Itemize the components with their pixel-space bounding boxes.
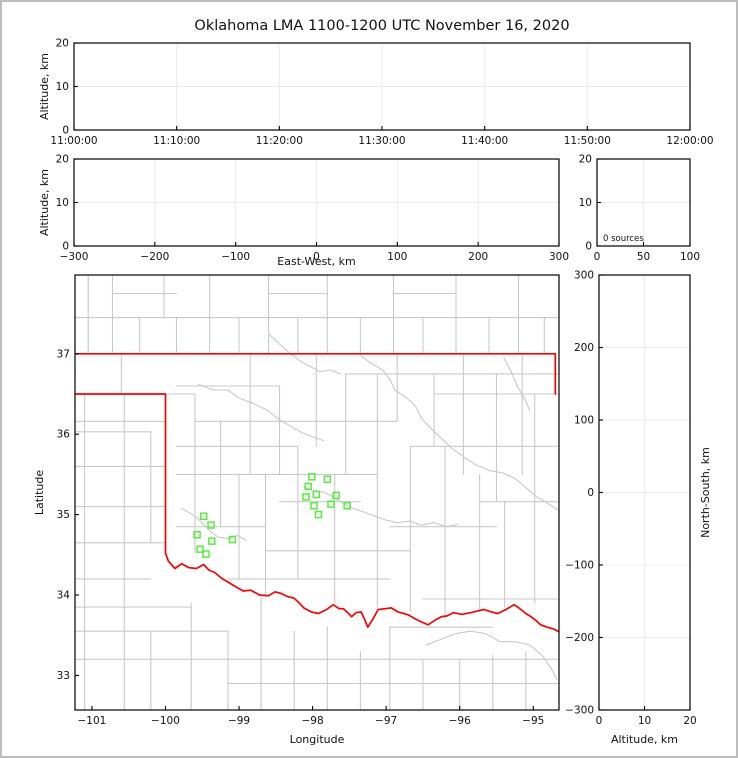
tick-labels-layer: 11:00:00 11:10:00 11:20:00 11:30:00 11:40:00… (50, 38, 713, 728)
river-line (426, 630, 558, 680)
time-height-xtick: 11:40:00 (461, 135, 508, 147)
ns-height-ytick: −100 (565, 560, 594, 572)
river-line (359, 354, 559, 512)
source-point (208, 537, 216, 545)
alt-histogram-xtick: 0 (594, 251, 601, 263)
plan-map-panel (74, 274, 560, 711)
ns-height-xtick: 10 (638, 715, 651, 727)
ew-height-xtick: 200 (468, 251, 488, 263)
ns-height-xtick: 0 (596, 715, 603, 727)
source-count-annotation: 0 sources (603, 234, 644, 244)
time-height-xtick: 11:00:00 (50, 135, 97, 147)
map-xlabel: Longitude (290, 733, 345, 746)
plan-map-xtick: −95 (522, 715, 544, 727)
ew-height-xlabel: East-West, km (277, 255, 355, 268)
source-point (343, 502, 351, 510)
source-point (312, 490, 321, 499)
plan-map-xtick: −100 (151, 715, 180, 727)
alt-histogram-ytick: 10 (579, 197, 592, 209)
plan-map-xtick: −99 (228, 715, 250, 727)
time-height-ytick: 10 (56, 81, 69, 93)
ew-height-ytick: 0 (62, 241, 69, 253)
ns-height-ytick: 0 (587, 487, 594, 499)
ew-height-ytick: 20 (56, 154, 69, 166)
river-line (198, 383, 325, 442)
plan-map-ytick: 33 (57, 670, 70, 682)
plan-map-xtick: −96 (449, 715, 471, 727)
source-point (308, 473, 316, 481)
ns-height-xlabel: Altitude, km (611, 733, 678, 746)
plan-map-ytick: 37 (57, 348, 70, 360)
plan-map-ytick: 34 (57, 590, 71, 602)
ew-height-xtick: 0 (313, 251, 320, 263)
ew-height-ytick: 10 (56, 197, 69, 209)
ns-height-ytick: 300 (574, 270, 594, 282)
alt-histogram-ytick: 0 (585, 241, 592, 253)
source-point (310, 502, 318, 510)
ns-height-ylabel: North-South, km (699, 447, 712, 538)
source-point (332, 491, 340, 500)
ns-height-ytick: 100 (574, 415, 594, 427)
time-height-xtick: 11:10:00 (153, 135, 200, 147)
time-height-xtick: 11:50:00 (564, 135, 611, 147)
lightning-sources (193, 473, 351, 558)
time-height-xtick: 11:30:00 (358, 135, 405, 147)
time-height-ytick: 20 (56, 38, 69, 50)
river-line (503, 357, 531, 411)
time-height-xtick: 12:00:00 (666, 135, 713, 147)
ns-height-ytick: −200 (565, 632, 594, 644)
alt-histogram-xtick: 50 (637, 251, 650, 263)
source-point (199, 512, 208, 520)
map-content-layer (75, 275, 559, 710)
ns-height-ytick: −300 (565, 705, 594, 717)
plan-map-xtick: −97 (375, 715, 397, 727)
source-point (302, 493, 310, 501)
source-point (327, 500, 335, 508)
plan-map-ytick: 35 (57, 509, 70, 521)
alt-histogram-ytick: 20 (579, 154, 592, 166)
time-height-xtick: 11:20:00 (256, 135, 303, 147)
figure-title: Oklahoma LMA 1100-1200 UTC November 16, … (194, 18, 569, 34)
time-height-ytick: 0 (62, 125, 69, 137)
river-line (267, 333, 342, 375)
state-border-red (75, 352, 559, 633)
ew-height-xtick: −100 (221, 251, 250, 263)
ew-height-xtick: −200 (140, 251, 169, 263)
plan-map-xtick: −98 (302, 715, 324, 727)
source-point (193, 530, 201, 539)
ew-height-xtick: −300 (60, 251, 89, 263)
ew-height-xtick: 100 (387, 251, 407, 263)
source-point (228, 535, 237, 544)
axes-layer (73, 42, 691, 711)
map-ylabel: Latitude (33, 470, 46, 516)
source-point (314, 510, 323, 519)
county-boundaries (75, 275, 559, 710)
ns-height-xtick: 20 (683, 715, 696, 727)
time-height-ylabel: Altitude, km (38, 53, 51, 120)
source-point (202, 550, 210, 558)
source-point (207, 521, 215, 529)
ns-height-ytick: 200 (574, 342, 594, 354)
ew-height-xtick: 300 (549, 251, 569, 263)
alt-histogram-xtick: 100 (680, 251, 700, 263)
plan-map-xtick: −101 (77, 715, 106, 727)
source-point (304, 482, 312, 491)
gridlines-layer (74, 43, 690, 710)
source-point (323, 475, 332, 483)
ew-height-ylabel: Altitude, km (38, 169, 51, 236)
source-point (196, 545, 204, 553)
plan-map-ytick: 36 (57, 429, 71, 441)
river-line (303, 486, 459, 528)
